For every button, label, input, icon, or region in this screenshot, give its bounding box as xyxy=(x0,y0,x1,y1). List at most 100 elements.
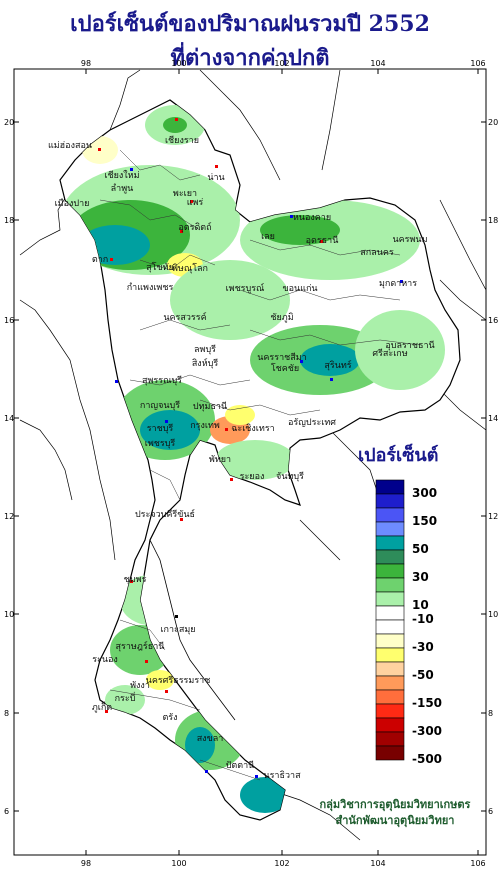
province-label: เลย xyxy=(261,232,275,242)
lat-tick-label-right: 6 xyxy=(488,807,493,816)
station-marker xyxy=(130,168,133,171)
lat-tick-label-left: 8 xyxy=(4,709,9,718)
legend-swatch xyxy=(375,675,405,691)
province-label: ระยอง xyxy=(240,472,265,482)
lon-tick-label-bottom: 98 xyxy=(81,859,91,868)
province-label: ปทุมธานี xyxy=(193,401,227,412)
province-label: นราธิวาส xyxy=(263,770,301,781)
province-label: ตรัง xyxy=(162,713,177,723)
legend-label: -30 xyxy=(412,640,434,654)
legend-label: 150 xyxy=(412,514,438,528)
province-label: ฉะเชิงเทรา xyxy=(231,423,274,434)
province-label: จันทบุรี xyxy=(276,471,304,482)
legend-swatch xyxy=(375,689,405,705)
lat-tick-label-left: 20 xyxy=(4,118,14,127)
lon-tick-label-bottom: 104 xyxy=(370,859,385,868)
legend-swatch xyxy=(375,745,405,761)
legend-swatch xyxy=(375,661,405,677)
legend-swatch xyxy=(375,647,405,663)
province-label: อุดรธานี xyxy=(306,235,339,246)
legend-label: 30 xyxy=(412,570,429,584)
lat-tick-label-right: 18 xyxy=(488,216,498,225)
province-label: อุบลราชธานี xyxy=(385,340,434,351)
legend-swatch xyxy=(375,507,405,523)
province-label: อรัญประเทศ xyxy=(288,418,336,428)
province-label: สงขลา xyxy=(197,734,224,744)
legend-label: 10 xyxy=(412,598,429,612)
province-label: กระบี่ xyxy=(115,691,136,704)
lat-tick-label-left: 10 xyxy=(4,610,14,619)
lat-tick-label-right: 14 xyxy=(488,414,498,423)
legend-swatch xyxy=(375,591,405,607)
legend-swatch xyxy=(375,479,405,495)
province-label: ปัตตานี xyxy=(226,760,255,771)
lat-tick-label-left: 12 xyxy=(4,512,14,521)
credit-line1: กลุ่มวิชาการอุตุนิยมวิทยาเกษตร xyxy=(319,798,471,811)
lon-tick-label-bottom: 100 xyxy=(171,859,186,868)
province-label: ชุมพร xyxy=(124,575,147,585)
province-label: ลพบุรี xyxy=(194,344,216,355)
station-marker xyxy=(230,478,233,481)
province-label: อุตรดิตถ์ xyxy=(178,221,211,233)
province-label: พะเยา xyxy=(173,189,197,199)
province-label: นครราชสีมา xyxy=(257,352,306,363)
province-label: เมืองปาย xyxy=(55,198,90,209)
province-label: แพร่ xyxy=(187,198,204,208)
province-label: ภูเก็ต xyxy=(92,700,112,713)
lat-tick-label-left: 16 xyxy=(4,316,14,325)
legend-swatch xyxy=(375,493,405,509)
province-label: กำแพงเพชร xyxy=(127,282,174,293)
station-marker xyxy=(145,660,148,663)
station-marker xyxy=(300,360,303,363)
legend-swatch xyxy=(375,521,405,537)
legend-swatch xyxy=(375,703,405,719)
province-label: ราชบุรี xyxy=(147,423,174,434)
station-marker xyxy=(180,230,183,233)
legend-label: -10 xyxy=(412,612,434,626)
station-marker xyxy=(400,280,403,283)
province-label: แม่ฮ่องสอน xyxy=(48,141,92,151)
legend-label: -50 xyxy=(412,668,434,682)
lat-tick-label-right: 16 xyxy=(488,316,498,325)
station-marker xyxy=(190,200,193,203)
lon-tick-label-top: 100 xyxy=(171,59,186,68)
station-marker xyxy=(290,215,293,218)
province-label: สกลนคร xyxy=(360,248,394,258)
province-label: มุกดาหาร xyxy=(379,279,417,289)
province-label: ขอนแก่น xyxy=(282,284,317,294)
province-label: ตาก xyxy=(92,255,108,265)
legend-label: 300 xyxy=(412,486,438,500)
province-label: สุรินทร์ xyxy=(324,359,351,371)
station-marker xyxy=(180,518,183,521)
province-label: สิงห์บุรี xyxy=(192,357,219,369)
legend-title: เปอร์เซ็นต์ xyxy=(358,445,439,466)
station-markers xyxy=(98,118,403,778)
map-title-line1: เปอร์เซ็นต์ของปริมาณฝนรวมปี 2552 xyxy=(70,11,430,37)
station-marker xyxy=(255,775,258,778)
province-label: พัทยา xyxy=(209,455,231,465)
lon-tick-label-bottom: 106 xyxy=(470,859,485,868)
legend-label: -300 xyxy=(412,724,443,738)
province-label: เพชรบูรณ์ xyxy=(226,282,265,294)
lon-tick-label-top: 98 xyxy=(81,59,91,68)
province-label: ระนอง xyxy=(92,655,118,665)
province-label: ชัยภูมิ xyxy=(270,312,293,323)
province-label: น่าน xyxy=(207,173,224,183)
province-label: นครศรีธรรมราช xyxy=(146,675,211,686)
station-marker xyxy=(130,580,133,583)
station-marker xyxy=(115,380,118,383)
province-label: ลำพูน xyxy=(111,183,134,194)
province-label: นครสวรรค์ xyxy=(163,311,206,323)
lon-tick-label-top: 102 xyxy=(274,59,289,68)
legend-swatch xyxy=(375,577,405,593)
lat-tick-label-left: 14 xyxy=(4,414,14,423)
station-marker xyxy=(175,615,178,618)
province-label: สุราษฎร์ธานี xyxy=(116,640,165,652)
station-marker xyxy=(205,770,208,773)
lat-tick-label-right: 8 xyxy=(488,709,493,718)
lon-tick-label-bottom: 102 xyxy=(274,859,289,868)
station-marker xyxy=(110,258,113,261)
